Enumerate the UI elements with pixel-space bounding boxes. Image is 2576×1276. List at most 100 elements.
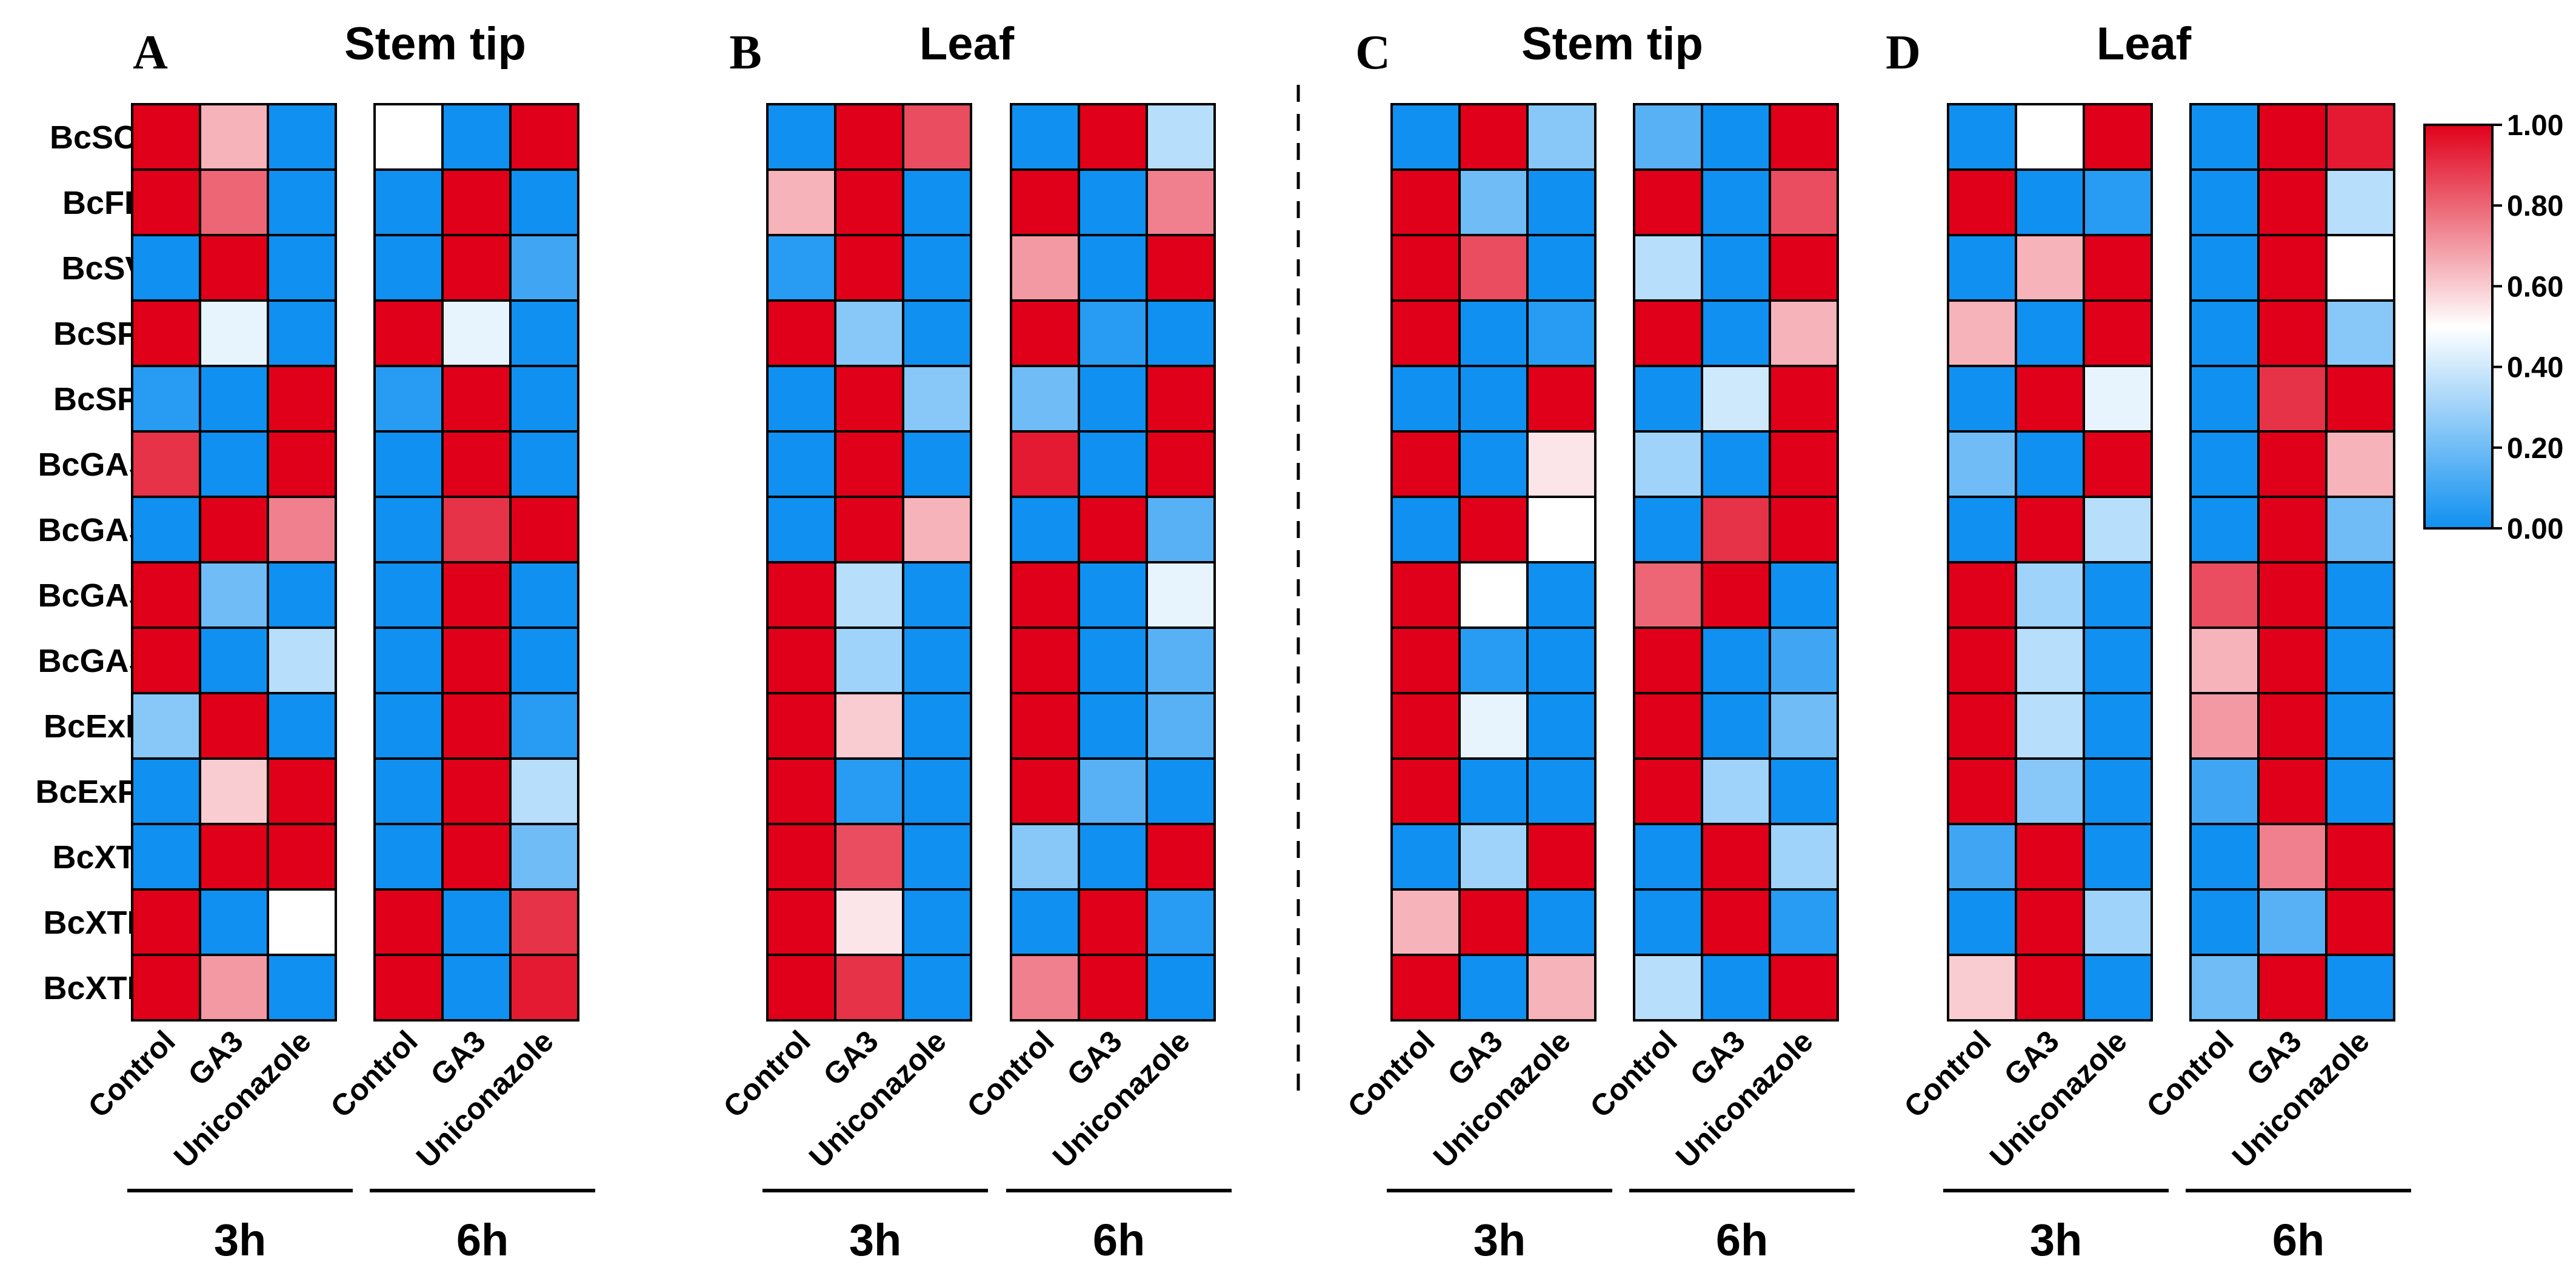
- heatmap-cell: [1078, 168, 1148, 236]
- heatmap-cell: [1078, 626, 1148, 694]
- heatmap-cell: [509, 496, 579, 563]
- heatmap-cell: [1078, 103, 1148, 171]
- heatmap-cell: [441, 496, 512, 563]
- heatmap-cell: [199, 430, 269, 498]
- heatmap-cell: [1947, 888, 2017, 956]
- heatmap-cell: [1633, 299, 1703, 367]
- heatmap-cell: [834, 626, 904, 694]
- heatmap-cell: [766, 168, 836, 236]
- heatmap-cell: [2015, 626, 2085, 694]
- heatmap-cell: [1526, 299, 1597, 367]
- heatmap-cell: [1526, 823, 1597, 891]
- heatmap-cell: [2257, 626, 2327, 694]
- color-scale-tick-label: 0.80: [2507, 190, 2563, 222]
- heatmap-cell: [2325, 757, 2395, 825]
- heatmap-cell: [131, 823, 201, 891]
- heatmap-cell: [373, 561, 444, 629]
- heatmap-cell: [766, 561, 836, 629]
- heatmap-cell: [1146, 692, 1216, 760]
- heatmap-cell: [1010, 365, 1080, 433]
- heatmap-cell: [2015, 299, 2085, 367]
- heatmap-cell: [267, 692, 337, 760]
- heatmap-cell: [902, 561, 972, 629]
- panel-title: Leaf: [919, 18, 1015, 70]
- heatmap-cell: [373, 234, 444, 302]
- heatmap-cell: [2083, 168, 2153, 236]
- heatmap-cell: [1633, 757, 1703, 825]
- heatmap-cell: [1633, 365, 1703, 433]
- heatmap-cell: [2083, 692, 2153, 760]
- heatmap-cell: [1390, 888, 1461, 956]
- heatmap-cell: [373, 299, 444, 367]
- heatmap-cell: [373, 103, 444, 171]
- heatmap-cell: [766, 823, 836, 891]
- heatmap-cell: [2083, 299, 2153, 367]
- heatmap-cell: [1769, 168, 1839, 236]
- heatmap-cell: [131, 103, 201, 171]
- heatmap-cell: [1010, 430, 1080, 498]
- heatmap-cell: [2257, 954, 2327, 1022]
- heatmap-cell: [267, 430, 337, 498]
- heatmap-cell: [766, 954, 836, 1022]
- heatmap-cell: [509, 103, 579, 171]
- heatmap-cell: [2015, 561, 2085, 629]
- heatmap-cell: [2189, 823, 2260, 891]
- heatmap-cell: [1146, 823, 1216, 891]
- heatmap-cell: [1010, 496, 1080, 563]
- heatmap-cell: [834, 496, 904, 563]
- heatmap-cell: [1078, 823, 1148, 891]
- heatmap-cell: [1146, 299, 1216, 367]
- panel-letter: C: [1355, 26, 1390, 79]
- heatmap-cell: [199, 692, 269, 760]
- heatmap-cell: [131, 168, 201, 236]
- heatmap-cell: [1769, 299, 1839, 367]
- heatmap-cell: [1701, 103, 1771, 171]
- heatmap-cell: [2189, 692, 2260, 760]
- heatmap-cell: [1078, 365, 1148, 433]
- heatmap-cell: [2083, 561, 2153, 629]
- heatmap-cell: [441, 430, 512, 498]
- heatmap-cell: [373, 365, 444, 433]
- heatmap-cell: [2325, 888, 2395, 956]
- heatmap-cell: [766, 757, 836, 825]
- heatmap-cell: [1010, 561, 1080, 629]
- heatmap-cell: [1701, 168, 1771, 236]
- heatmap-cell: [902, 823, 972, 891]
- color-scale-tick-label: 0.40: [2507, 352, 2563, 384]
- heatmap-cell: [1078, 430, 1148, 498]
- heatmap-cell: [2083, 103, 2153, 171]
- heatmap-cell: [2189, 954, 2260, 1022]
- heatmap-cell: [199, 365, 269, 433]
- heatmap-cell: [2083, 757, 2153, 825]
- heatmap-cell: [2083, 365, 2153, 433]
- heatmap-cell: [267, 823, 337, 891]
- heatmap-cell: [1633, 103, 1703, 171]
- heatmap-cell: [1458, 168, 1529, 236]
- heatmap-cell: [131, 299, 201, 367]
- heatmap-cell: [902, 757, 972, 825]
- heatmap-cell: [1526, 234, 1597, 302]
- heatmap-cell: [902, 234, 972, 302]
- time-label: 6h: [1716, 1215, 1768, 1265]
- heatmap-cell: [902, 692, 972, 760]
- heatmap-cell: [441, 103, 512, 171]
- heatmap-cell: [509, 168, 579, 236]
- heatmap-cell: [2083, 888, 2153, 956]
- heatmap-cell: [766, 888, 836, 956]
- heatmap-cell: [1769, 823, 1839, 891]
- heatmap-cell: [1633, 823, 1703, 891]
- heatmap-cell: [1146, 888, 1216, 956]
- heatmap-cell: [1078, 561, 1148, 629]
- heatmap-cell: [1947, 757, 2017, 825]
- heatmap-cell: [1458, 299, 1529, 367]
- heatmap-cell: [1010, 757, 1080, 825]
- heatmap-cell: [1526, 626, 1597, 694]
- color-scale-tick-label: 0.20: [2507, 433, 2563, 465]
- heatmap-cell: [1390, 430, 1461, 498]
- heatmap-cell: [1526, 103, 1597, 171]
- treatment-label: Control: [961, 1024, 1061, 1124]
